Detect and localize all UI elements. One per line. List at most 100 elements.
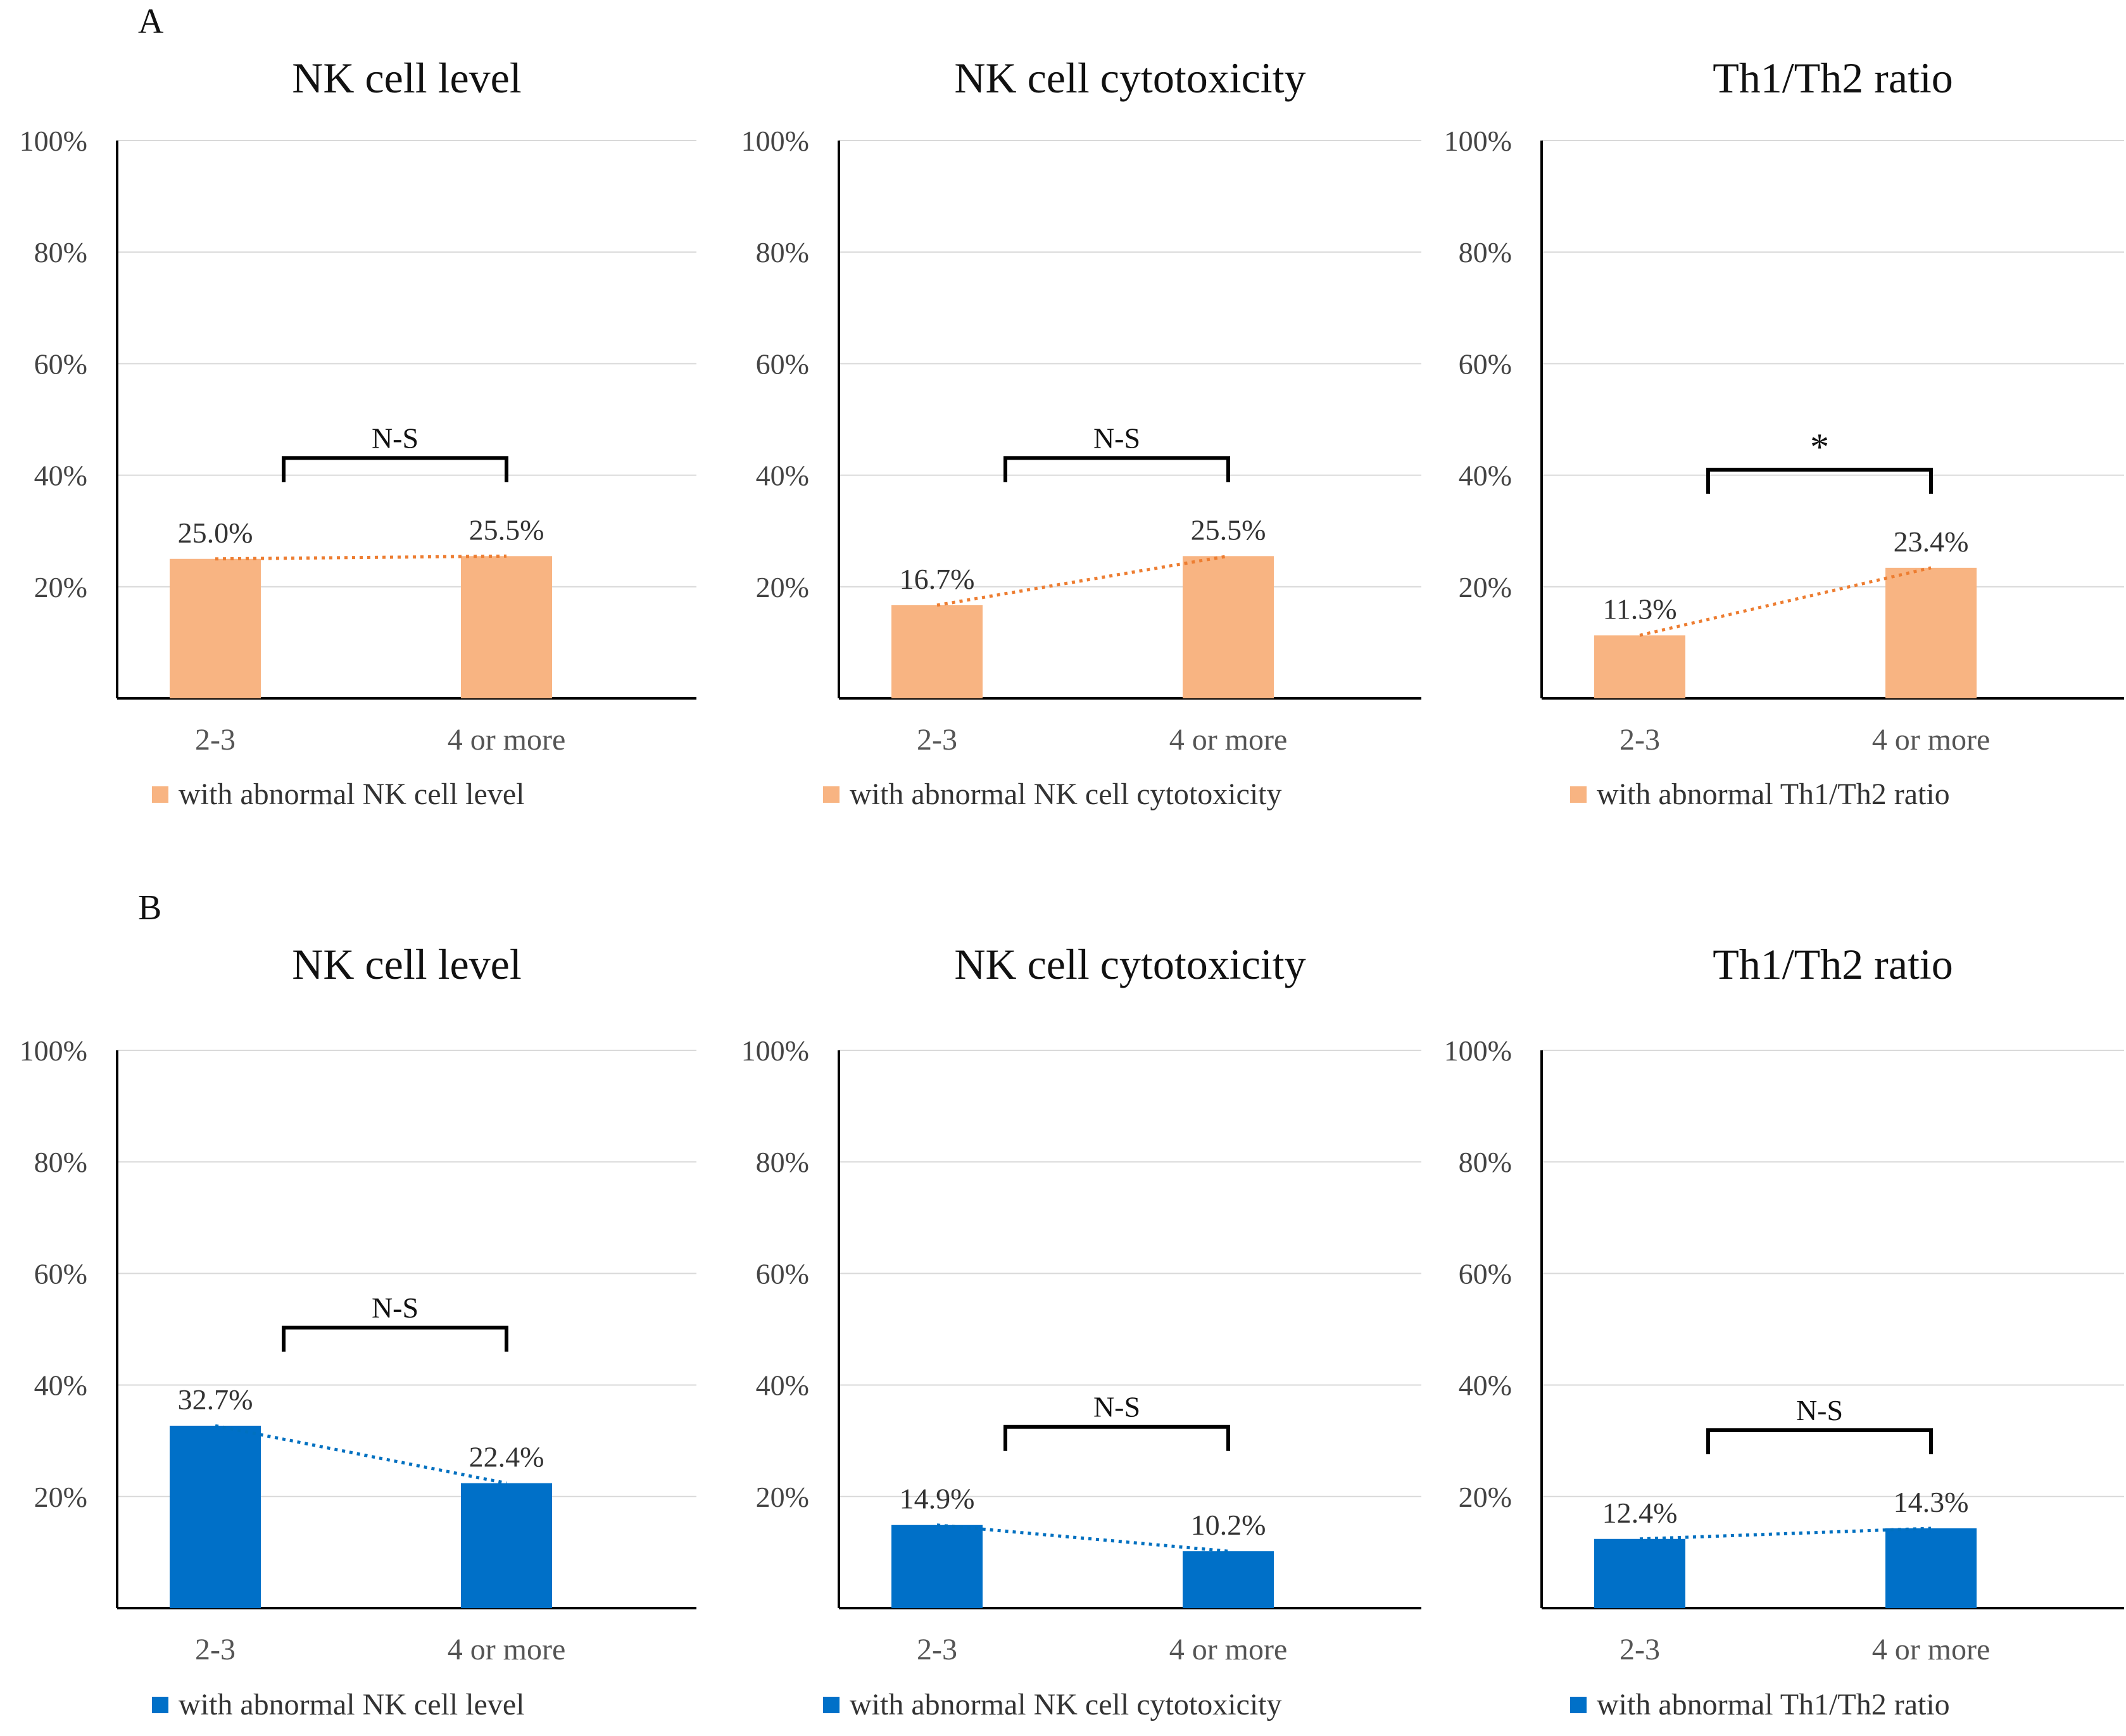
chart-b3-trendline: [1639, 1526, 1932, 1541]
chart-a1-significance-label: N-S: [372, 422, 418, 454]
chart-a1-legend-label: with abnormal NK cell level: [179, 777, 525, 811]
chart-a2-bar: [1183, 556, 1274, 698]
chart-a2-y-tick-label: 100%: [741, 125, 809, 157]
chart-b3-significance-bracket: [1706, 1428, 1933, 1455]
chart-a2-significance-bracket: [1003, 456, 1230, 482]
chart-b2-bar: [1183, 1551, 1274, 1608]
chart-b1-legend-label: with abnormal NK cell level: [179, 1688, 525, 1721]
chart-b3-y-tick-label: 80%: [1459, 1146, 1512, 1178]
chart-a3-y-tick-label: 60%: [1459, 348, 1512, 380]
chart-b2-significance-bracket: [1003, 1425, 1230, 1451]
chart-a1-y-tick-label: 100%: [20, 125, 87, 157]
chart-b1-bar: [170, 1425, 261, 1608]
chart-b3-y-tick-label: 100%: [1444, 1035, 1512, 1067]
chart-a2-data-label: 16.7%: [900, 563, 975, 595]
chart-a2-data-label: 25.5%: [1191, 513, 1266, 546]
chart-a2-bar: [891, 605, 983, 698]
panel-a-label: A: [138, 2, 164, 41]
chart-a1-y-tick-label: 40%: [34, 460, 87, 492]
chart-a2-legend-swatch: [823, 786, 840, 803]
chart-a1-y-tick-label: 80%: [34, 236, 87, 268]
chart-b1-y-tick-label: 40%: [34, 1369, 87, 1402]
chart-a3-category-label: 2-3: [1620, 723, 1660, 757]
chart-b3-bar: [1885, 1528, 1977, 1608]
chart-b3-legend-label: with abnormal Th1/Th2 ratio: [1597, 1688, 1950, 1721]
chart-a3-y-tick-label: 80%: [1459, 236, 1512, 268]
chart-b3-category-label: 4 or more: [1872, 1633, 1991, 1666]
chart-a2-y-tick-label: 20%: [756, 571, 809, 603]
chart-a1-legend-swatch: [152, 786, 168, 803]
chart-b2-y-tick-label: 80%: [756, 1146, 809, 1178]
chart-b2-bar: [891, 1525, 983, 1608]
chart-a1-data-label: 25.0%: [178, 517, 253, 549]
chart-b3-bar: [1594, 1538, 1685, 1608]
chart-b3-title: Th1/Th2 ratio: [1713, 940, 1953, 988]
chart-b3-y-tick-label: 20%: [1459, 1481, 1512, 1513]
chart-a2-legend-label: with abnormal NK cell cytotoxicity: [850, 777, 1282, 811]
panel-b-label: B: [138, 888, 161, 928]
chart-b1-legend-swatch: [152, 1697, 168, 1713]
chart-a1-data-label: 25.5%: [469, 513, 544, 546]
chart-b1-y-tick-label: 100%: [20, 1035, 87, 1067]
chart-b2-category-label: 4 or more: [1169, 1633, 1288, 1666]
chart-b1-data-label: 32.7%: [178, 1383, 253, 1416]
chart-a2-trendline: [936, 554, 1229, 607]
chart-b1-significance-bracket: [282, 1325, 508, 1352]
chart-b1-significance-label: N-S: [372, 1292, 418, 1324]
chart-a2-significance-label: N-S: [1093, 422, 1140, 454]
chart-a2-title: NK cell cytotoxicity: [954, 54, 1305, 102]
chart-b2-title: NK cell cytotoxicity: [954, 940, 1305, 988]
chart-a2-category-label: 2-3: [917, 723, 957, 757]
chart-b1-title: NK cell level: [292, 940, 522, 988]
chart-a3-data-label: 11.3%: [1602, 593, 1676, 625]
chart-b3-data-label: 12.4%: [1602, 1497, 1678, 1529]
chart-b3-data-label: 14.3%: [1894, 1486, 1969, 1518]
chart-b2-legend-swatch: [823, 1697, 840, 1713]
chart-b1-category-label: 4 or more: [448, 1633, 566, 1666]
chart-b2-data-label: 14.9%: [900, 1483, 975, 1515]
chart-a2-y-tick-label: 40%: [756, 460, 809, 492]
chart-a3-y-tick-label: 40%: [1459, 460, 1512, 492]
chart-b2-y-tick-label: 60%: [756, 1257, 809, 1290]
chart-b3-significance-label: N-S: [1796, 1394, 1843, 1426]
chart-b1-bar: [461, 1483, 552, 1608]
chart-b1-y-tick-label: 20%: [34, 1481, 87, 1513]
chart-b1-data-label: 22.4%: [469, 1441, 544, 1473]
chart-a3-legend-swatch: [1570, 786, 1587, 803]
chart-a3-y-tick-label: 20%: [1459, 571, 1512, 603]
chart-a3-category-label: 4 or more: [1872, 723, 1991, 757]
chart-a1-y-tick-label: 20%: [34, 571, 87, 603]
chart-a1-y-tick-label: 60%: [34, 348, 87, 380]
chart-b2-y-tick-label: 40%: [756, 1369, 809, 1402]
chart-b1-y-tick-label: 60%: [34, 1257, 87, 1290]
chart-b2-significance-label: N-S: [1093, 1391, 1140, 1423]
chart-b2-legend-label: with abnormal NK cell cytotoxicity: [850, 1688, 1282, 1721]
chart-b3-y-tick-label: 40%: [1459, 1369, 1512, 1402]
chart-a1-bar: [461, 556, 552, 698]
chart-b3-legend-swatch: [1570, 1697, 1587, 1713]
chart-a1-title: NK cell level: [292, 54, 522, 102]
chart-a2-category-label: 4 or more: [1169, 723, 1288, 757]
chart-a1-significance-bracket: [282, 456, 508, 482]
chart-a3-data-label: 23.4%: [1894, 525, 1969, 558]
chart-a3-title: Th1/Th2 ratio: [1713, 54, 1953, 102]
chart-a3-bar: [1885, 567, 1977, 698]
chart-b2-y-tick-label: 20%: [756, 1481, 809, 1513]
chart-b2-data-label: 10.2%: [1191, 1509, 1266, 1541]
chart-b1-y-tick-label: 80%: [34, 1146, 87, 1178]
chart-b3-y-tick-label: 60%: [1459, 1257, 1512, 1290]
chart-b3-category-label: 2-3: [1620, 1633, 1660, 1666]
chart-b2-y-tick-label: 100%: [741, 1035, 809, 1067]
chart-b1-category-label: 2-3: [195, 1633, 236, 1666]
chart-a3-significance-bracket: [1706, 467, 1933, 494]
chart-a1-category-label: 4 or more: [448, 723, 566, 757]
chart-a3-y-tick-label: 100%: [1444, 125, 1512, 157]
chart-a3-significance-label: *: [1810, 426, 1829, 468]
chart-a3-legend-label: with abnormal Th1/Th2 ratio: [1597, 777, 1950, 811]
chart-a3-bar: [1594, 635, 1685, 698]
chart-a2-y-tick-label: 80%: [756, 236, 809, 268]
chart-a1-category-label: 2-3: [195, 723, 236, 757]
chart-b2-category-label: 2-3: [917, 1633, 957, 1666]
chart-a1-bar: [170, 558, 261, 698]
